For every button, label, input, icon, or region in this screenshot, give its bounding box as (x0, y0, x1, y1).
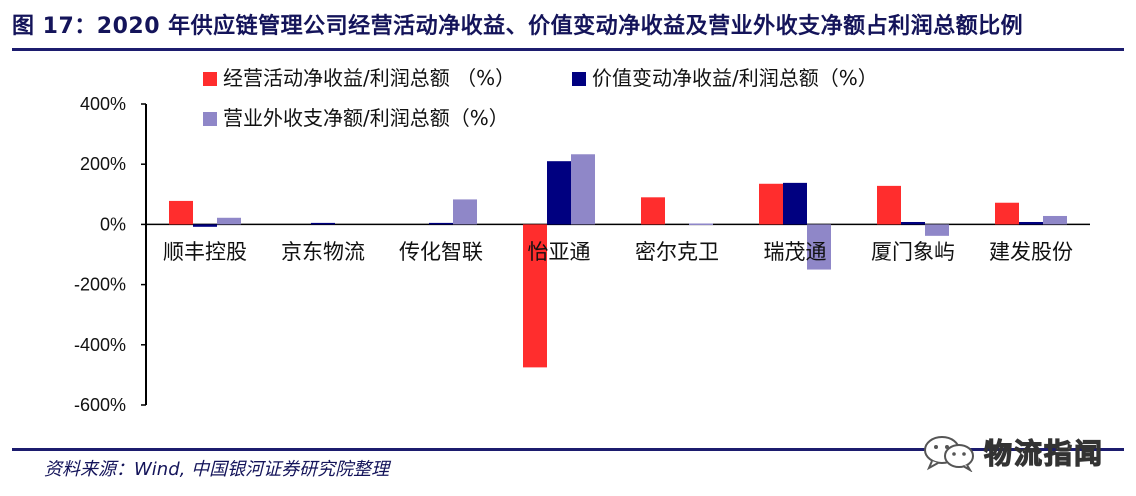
bar-series2-cat6 (783, 182, 807, 225)
bar-series2-cat3 (429, 222, 453, 225)
bar-series2-cat4 (547, 161, 571, 225)
y-tick-label: 200% (80, 154, 126, 174)
category-label: 建发股份 (989, 240, 1073, 264)
bar-series3-cat5 (689, 223, 713, 225)
title-divider (12, 48, 1124, 51)
y-tick-label: 400% (80, 94, 126, 114)
legend-label-series1: 经营活动净收益/利润总额 （%） (223, 66, 515, 90)
legend-label-series2: 价值变动净收益/利润总额（%） (592, 66, 878, 90)
source-divider (12, 448, 1124, 451)
bar-series2-cat8 (1019, 221, 1043, 225)
bar-series1-cat4 (523, 224, 547, 368)
bar-series2-cat7 (901, 221, 925, 225)
category-label: 怡亚通 (528, 240, 591, 264)
bar-series2-cat2 (311, 222, 335, 225)
legend-swatch-series3 (203, 112, 217, 126)
category-label: 传化智联 (399, 240, 483, 264)
bar-series3-cat3 (453, 199, 477, 225)
chart-bars (169, 154, 1067, 368)
bar-series3-cat1 (217, 217, 241, 225)
bar-series1-cat1 (169, 200, 193, 225)
bar-series1-cat7 (877, 185, 901, 225)
source-note: 资料来源：Wind, 中国银河证券研究院整理 (44, 459, 390, 480)
legend-label-series3: 营业外收支净额/利润总额（%） (223, 106, 509, 130)
category-labels: 顺丰控股 京东物流 传化智联 怡亚通 密尔克卫 瑞茂通 厦门象屿 建发股份 (163, 240, 1073, 264)
bar-series1-cat8 (995, 202, 1019, 225)
legend-swatch-series1 (203, 72, 217, 86)
bar-series3-cat7 (925, 224, 949, 236)
chart-legend: 经营活动净收益/利润总额 （%） 价值变动净收益/利润总额（%） 营业外收支净额/利… (203, 66, 878, 130)
category-label: 瑞茂通 (764, 240, 827, 264)
y-tick-label: -400% (74, 335, 126, 355)
wechat-icon (924, 436, 974, 472)
bar-series3-cat8 (1043, 215, 1067, 225)
y-tick-label: -600% (74, 395, 126, 415)
figure-title: 图 17：2020 年供应链管理公司经营活动净收益、价值变动净收益及营业外收支净… (12, 14, 1024, 39)
bar-series2-cat1 (193, 224, 217, 227)
category-label: 顺丰控股 (163, 240, 247, 264)
watermark-text: 物流指闻 (983, 436, 1105, 470)
y-tick-label: -200% (74, 275, 126, 295)
bar-series3-cat4 (571, 154, 595, 225)
watermark: 物流指闻 (920, 432, 1104, 472)
bar-series1-cat5 (641, 197, 665, 225)
y-tick-label: 0% (100, 214, 126, 234)
legend-swatch-series2 (572, 72, 586, 86)
category-label: 京东物流 (281, 240, 365, 264)
bar-series3-cat6 (807, 224, 831, 270)
category-label: 厦门象屿 (871, 240, 955, 264)
category-label: 密尔克卫 (635, 240, 719, 264)
bar-series1-cat6 (759, 183, 783, 225)
